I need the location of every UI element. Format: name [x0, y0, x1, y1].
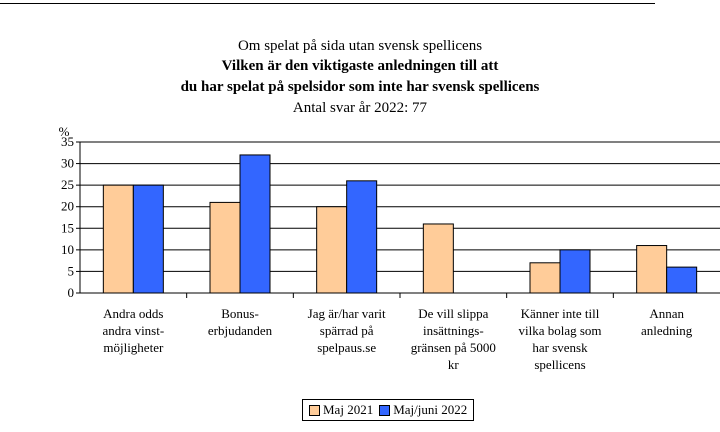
- bar-2022: [559, 249, 591, 294]
- category-label-line: spärrad på: [320, 323, 374, 338]
- chart-title-line2: Vilken är den viktigaste anledningen til…: [221, 58, 499, 74]
- category-label: Bonus-erbjudanden: [208, 306, 273, 338]
- y-tick-labels: 0 5 10 15 20 25 30 35: [61, 134, 74, 300]
- chart-subtitle: Antal svar år 2022: 77: [292, 100, 428, 116]
- category-label-line: Annan: [649, 306, 684, 321]
- bar-2022: [239, 154, 271, 294]
- category-label: Annan anledning: [641, 306, 693, 338]
- category-label-line: erbjudanden: [208, 323, 273, 338]
- axes: [76, 141, 720, 298]
- legend-item-2022: Maj/juni 2022: [379, 402, 467, 418]
- bar-2021: [209, 201, 241, 294]
- y-axis-label: %: [59, 124, 70, 139]
- legend: Maj 2021 Maj/juni 2022: [302, 399, 475, 421]
- legend-swatch-2021: [309, 404, 320, 416]
- category-label: Jag är/har varit spärrad på spelpaus.se: [308, 306, 386, 355]
- y-tick-label: 25: [61, 177, 74, 192]
- y-tick-label: 30: [61, 156, 74, 171]
- category-label-line: möjligheter: [103, 340, 164, 355]
- category-label-line: andra vinst-: [102, 323, 164, 338]
- category-label-line: Bonus-: [221, 306, 259, 321]
- chart-titles: Om spelat på sida utan svensk spellicens…: [0, 36, 720, 118]
- bar-2022: [666, 266, 698, 294]
- category-label-line: vilka bolag som: [518, 323, 601, 338]
- category-label: Känner inte till vilka bolag som har svens…: [518, 306, 601, 372]
- chart-title-line3: du har spelat på spelsidor som inte har …: [180, 79, 540, 95]
- category-label-line: Känner inte till: [521, 306, 600, 321]
- gridlines: [80, 141, 720, 272]
- y-tick-label: 0: [68, 285, 75, 300]
- legend-swatch-2022: [379, 404, 391, 416]
- bar-2021: [102, 184, 134, 294]
- category-label-line: spelpaus.se: [317, 340, 376, 355]
- bars: [102, 154, 698, 294]
- y-tick-label: 20: [61, 199, 74, 214]
- bar-2021: [422, 223, 454, 294]
- category-label-line: spellicens: [534, 357, 585, 372]
- legend-label-2022: Maj/juni 2022: [393, 402, 468, 417]
- category-label-line: Jag är/har varit: [308, 306, 386, 321]
- category-label-line: anledning: [641, 323, 693, 338]
- category-label-line: gränsen på 5000: [411, 340, 496, 355]
- category-label-line: kr: [448, 357, 460, 372]
- y-tick-label: 35: [61, 134, 74, 149]
- bar-2021: [316, 206, 348, 294]
- top-rule: [0, 3, 655, 4]
- category-label: Andra odds andra vinst-möjligheter: [102, 306, 164, 355]
- category-labels: Andra odds andra vinst-möjligheter Bonus-e…: [102, 306, 692, 372]
- y-tick-label: 5: [68, 263, 75, 278]
- y-tick-label: 15: [61, 220, 74, 235]
- legend-label-2021: Maj 2021: [323, 402, 374, 417]
- y-tick-label: 10: [61, 242, 74, 257]
- category-label-line: insättnings-: [423, 323, 484, 338]
- bar-2022: [132, 184, 164, 294]
- bar-2022: [346, 180, 378, 294]
- category-label: De vill slippa insättnings-gränsen på 500…: [411, 306, 496, 372]
- legend-item-2021: Maj 2021: [309, 402, 373, 418]
- chart-title-line1: Om spelat på sida utan svensk spellicens: [237, 38, 483, 54]
- category-label-line: har svensk: [532, 340, 588, 355]
- category-label-line: De vill slippa: [418, 306, 488, 321]
- category-label-line: Andra odds: [103, 306, 163, 321]
- bar-2021: [636, 245, 668, 294]
- bar-2021: [529, 262, 561, 294]
